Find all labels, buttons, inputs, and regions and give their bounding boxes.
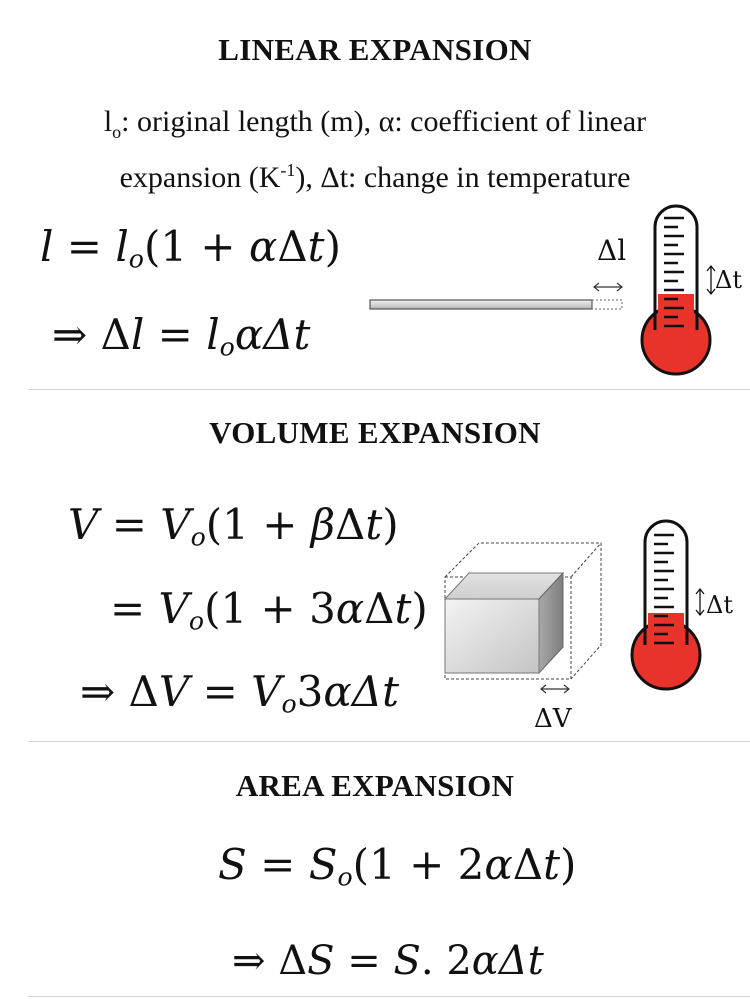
volume-equation-2: = Vo(1 + 3αΔt) (110, 584, 428, 636)
rod-illustration (369, 282, 623, 310)
section-divider (28, 996, 750, 997)
section-divider (28, 389, 750, 390)
linear-description-line1: lo: original length (m), α: coefficient … (0, 103, 750, 151)
linear-equation-2: ⇒ Δl = loαΔt (52, 310, 311, 362)
description-text: : original length (m), α: coefficient of… (121, 105, 647, 138)
unit-exponent: -1 (280, 160, 296, 180)
cube-illustration (443, 542, 602, 694)
thermometer-icon (630, 519, 705, 691)
linear-expansion-heading: LINEAR EXPANSION (218, 32, 532, 67)
delta-v-label: ΔV (534, 704, 572, 734)
delta-l-label: Δl (597, 234, 627, 267)
section-divider (28, 741, 750, 742)
description-text: expansion (K (119, 161, 281, 194)
linear-description: lo: original length (m), α: coefficient … (0, 103, 750, 197)
rod-extension (591, 299, 623, 310)
volume-equation-3: ⇒ ΔV = Vo3αΔt (80, 667, 399, 719)
symbol-l-subscript: o (112, 122, 122, 142)
rod-bar (369, 299, 593, 310)
thermometer-icon (640, 204, 716, 376)
symbol-l: l (103, 105, 113, 138)
area-equation-1: S = So(1 + 2αΔt) (218, 840, 577, 892)
description-text: ), Δt: change in temperature (295, 161, 631, 194)
delta-t-label: Δt (715, 266, 742, 294)
area-equation-2: ⇒ ΔS = S. 2αΔt (232, 938, 544, 984)
volume-expansion-heading: VOLUME EXPANSION (209, 415, 541, 450)
linear-description-line2: expansion (K-1), Δt: change in temperatu… (0, 151, 750, 197)
linear-equation-1: l = lo(1 + αΔt) (40, 222, 341, 274)
area-expansion-heading: AREA EXPANSION (235, 768, 515, 803)
volume-equation-1: V = Vo(1 + βΔt) (68, 500, 399, 552)
delta-t-label: Δt (706, 591, 733, 619)
